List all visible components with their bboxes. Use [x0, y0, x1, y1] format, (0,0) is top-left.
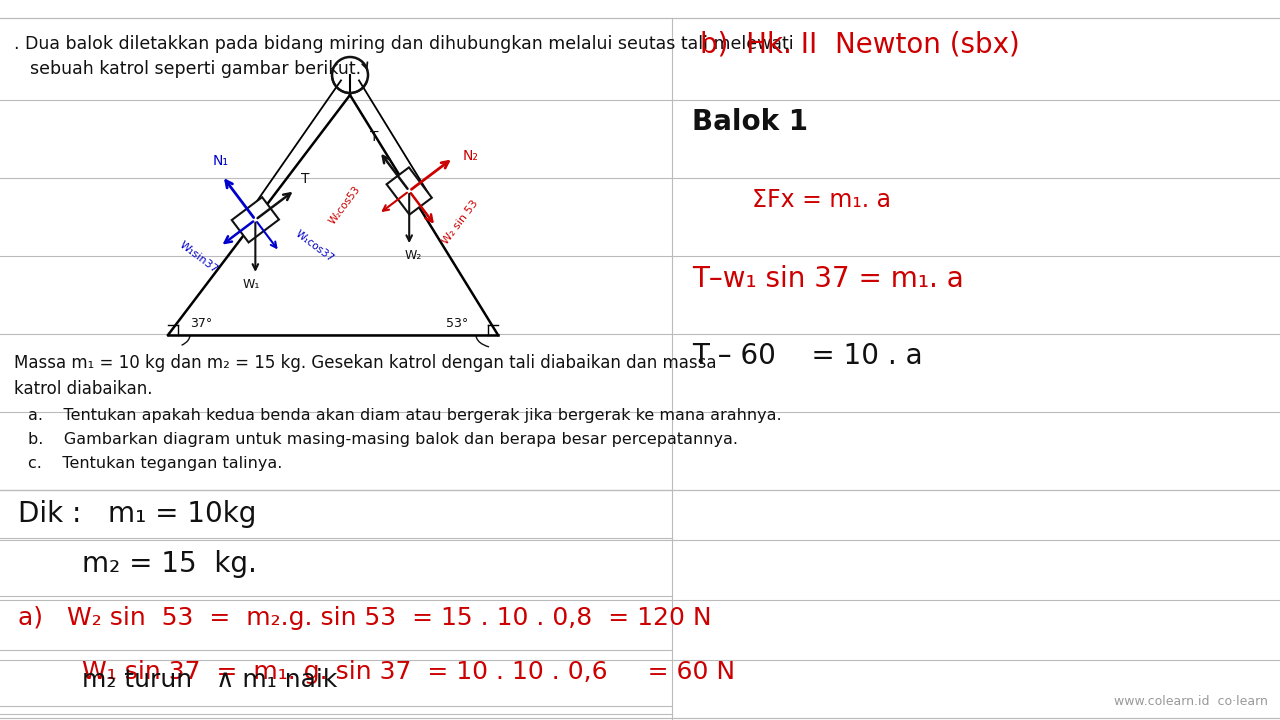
Text: T – 60    = 10 . a: T – 60 = 10 . a [692, 342, 923, 370]
Text: a.    Tentukan apakah kedua benda akan diam atau bergerak jika bergerak ke mana : a. Tentukan apakah kedua benda akan diam… [28, 408, 782, 423]
Text: 37°: 37° [189, 317, 212, 330]
Text: ΣFx = m₁. a: ΣFx = m₁. a [753, 188, 891, 212]
Text: N₁: N₁ [212, 153, 229, 168]
Text: T: T [301, 171, 310, 186]
Text: Massa m₁ = 10 kg dan m₂ = 15 kg. Gesekan katrol dengan tali diabaikan dan massa: Massa m₁ = 10 kg dan m₂ = 15 kg. Gesekan… [14, 354, 717, 372]
Text: W₁ sin 37  =  m₁. g. sin 37  = 10 . 10 . 0,6     = 60 N: W₁ sin 37 = m₁. g. sin 37 = 10 . 10 . 0,… [82, 660, 735, 684]
Text: c.    Tentukan tegangan talinya.: c. Tentukan tegangan talinya. [28, 456, 283, 471]
Text: W₁cos37: W₁cos37 [293, 228, 335, 264]
Text: W₁: W₁ [243, 278, 260, 291]
Text: m₂ turun   ∧ m₁ naik: m₂ turun ∧ m₁ naik [82, 668, 338, 692]
Text: Balok 1: Balok 1 [692, 108, 808, 136]
Text: W₁sin37: W₁sin37 [177, 239, 219, 275]
Text: T–w₁ sin 37 = m₁. a: T–w₁ sin 37 = m₁. a [692, 265, 964, 293]
Polygon shape [387, 168, 431, 215]
Text: b.    Gambarkan diagram untuk masing-masing balok dan berapa besar percepatannya: b. Gambarkan diagram untuk masing-masing… [28, 432, 739, 447]
Text: . Dua balok diletakkan pada bidang miring dan dihubungkan melalui seutas tali me: . Dua balok diletakkan pada bidang mirin… [14, 35, 794, 53]
Polygon shape [232, 197, 279, 243]
Text: m₂ = 15  kg.: m₂ = 15 kg. [82, 550, 257, 578]
Text: Dik :   m₁ = 10kg: Dik : m₁ = 10kg [18, 500, 256, 528]
Text: W₂: W₂ [404, 249, 422, 262]
Text: b)  Hk. II  Newton (sbx): b) Hk. II Newton (sbx) [700, 30, 1020, 58]
Text: T: T [370, 130, 378, 144]
Text: 53°: 53° [445, 317, 468, 330]
Text: sebuah katrol seperti gambar berikut.: sebuah katrol seperti gambar berikut. [29, 60, 361, 78]
Text: katrol diabaikan.: katrol diabaikan. [14, 380, 152, 398]
Text: a)   W₂ sin  53  =  m₂.g. sin 53  = 15 . 10 . 0,8  = 120 N: a) W₂ sin 53 = m₂.g. sin 53 = 15 . 10 . … [18, 606, 712, 630]
Text: W₂ sin 53: W₂ sin 53 [440, 199, 480, 246]
Text: N₂: N₂ [462, 149, 479, 163]
Text: W₂cos53: W₂cos53 [328, 184, 362, 226]
Text: www.colearn.id  co·learn: www.colearn.id co·learn [1114, 695, 1268, 708]
